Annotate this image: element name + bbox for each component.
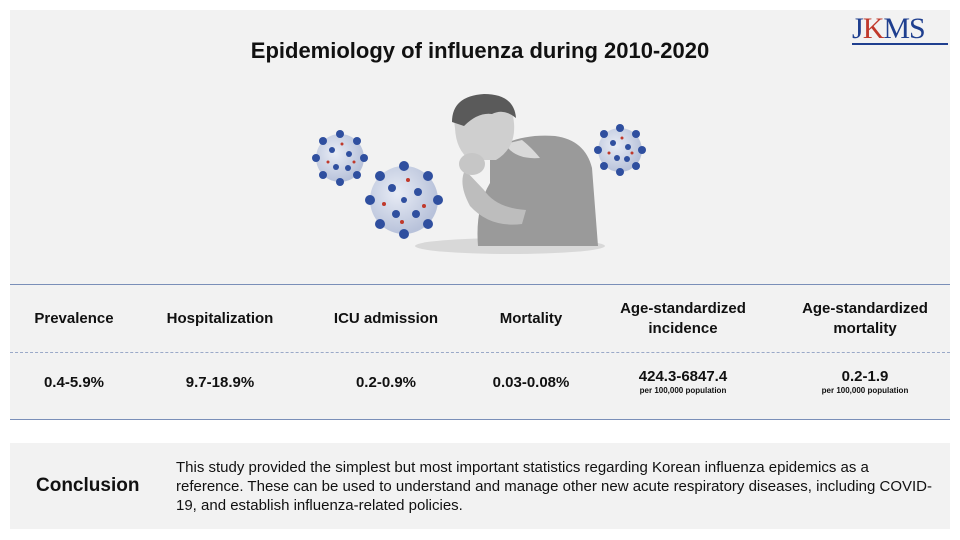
- conclusion-text: This study provided the simplest but mos…: [176, 459, 932, 514]
- conclusion-panel: Conclusion This study provided the simpl…: [10, 443, 950, 529]
- table-top-rule: [10, 284, 950, 285]
- header-mortality: Mortality: [499, 310, 563, 327]
- virus-icon: [365, 161, 443, 239]
- header-prevalence: Prevalence: [34, 310, 114, 327]
- value-age-standardized-mortality: 0.2-1.9: [841, 368, 889, 385]
- cell-age-standardized-mortality: 0.2-1.9 per 100,000 population: [785, 368, 945, 396]
- table-divider: [10, 352, 950, 353]
- header-hospitalization: Hospitalization: [166, 310, 274, 327]
- influenza-illustration: [312, 94, 646, 254]
- value-mortality: 0.03-0.08%: [492, 374, 570, 391]
- header-age-standardized-incidence: Age-standardized incidence: [620, 300, 746, 337]
- virus-icon: [594, 124, 646, 176]
- value-icu-admission: 0.2-0.9%: [355, 374, 417, 391]
- conclusion-label: Conclusion: [36, 475, 140, 496]
- note-per-100000-incidence: per 100,000 population: [639, 386, 727, 395]
- header-icu-admission: ICU admission: [333, 310, 439, 327]
- cell-age-standardized-incidence: 424.3-6847.4 per 100,000 population: [603, 368, 763, 396]
- header-age-standardized-mortality: Age-standardized mortality: [802, 300, 928, 337]
- logo-underline: [852, 43, 948, 45]
- coughing-person-icon: [415, 94, 605, 254]
- value-age-standardized-incidence: 424.3-6847.4: [638, 368, 728, 385]
- virus-icon: [312, 130, 368, 186]
- page-title: Epidemiology of influenza during 2010-20…: [250, 38, 710, 63]
- value-hospitalization: 9.7-18.9%: [185, 374, 255, 391]
- value-prevalence: 0.4-5.9%: [43, 374, 105, 391]
- stats-table: Prevalence Hospitalization ICU admission…: [10, 284, 950, 420]
- table-bottom-rule: [10, 419, 950, 420]
- note-per-100000-mortality: per 100,000 population: [821, 386, 909, 395]
- jkms-logo: JKMS: [852, 12, 926, 45]
